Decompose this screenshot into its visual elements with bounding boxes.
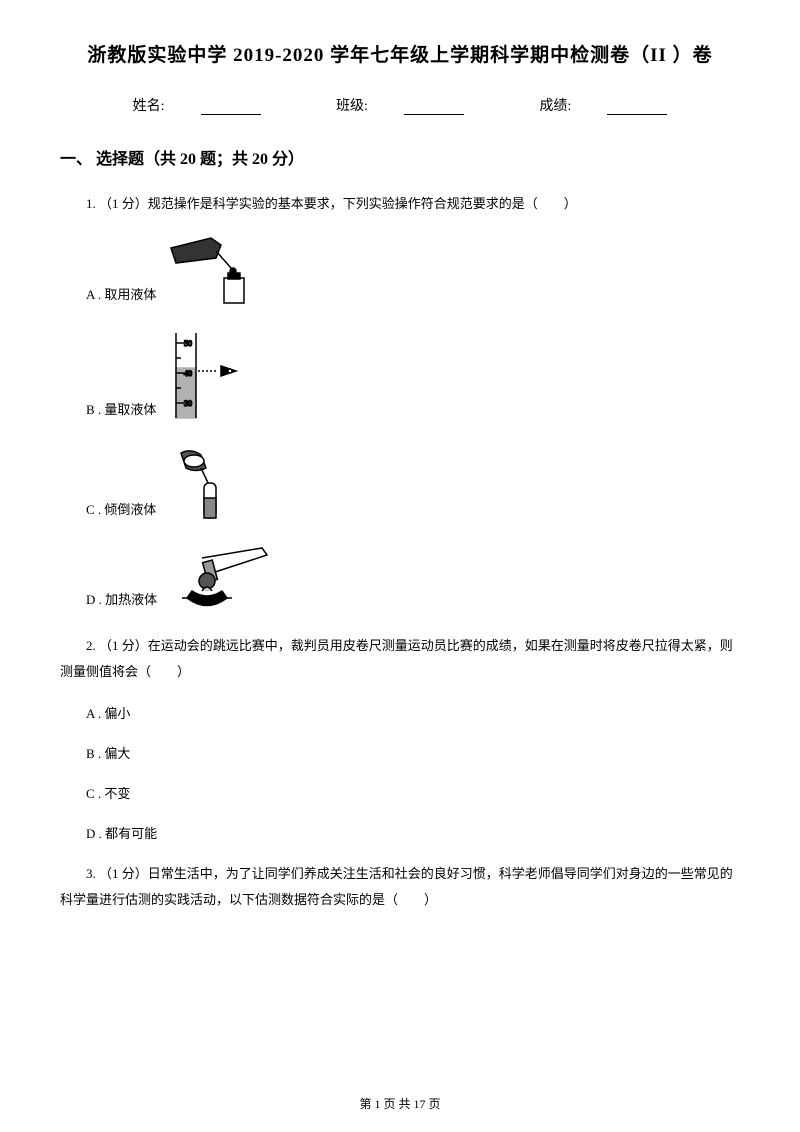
q2-option-d: D . 都有可能 (60, 821, 740, 847)
q2-option-c: C . 不变 (60, 781, 740, 807)
q1-image-b: 50 40 30 (166, 328, 246, 423)
q1-option-c: C . 倾倒液体 (60, 443, 740, 523)
question-2-text: 2. （1 分）在运动会的跳远比赛中，裁判员用皮卷尺测量运动员比赛的成绩，如果在… (60, 633, 740, 685)
q1-option-b: B . 量取液体 50 40 30 (60, 328, 740, 423)
q1-option-d: D . 加热液体 (60, 543, 740, 613)
q1-image-a (166, 233, 261, 308)
q1-option-b-label: B . 量取液体 (60, 397, 156, 423)
class-field: 班级: (318, 99, 482, 114)
q1-option-a: A . 取用液体 (60, 233, 740, 308)
q2-option-b: B . 偏大 (60, 741, 740, 767)
question-3-text: 3. （1 分）日常生活中，为了让同学们养成关注生活和社会的良好习惯，科学老师倡… (60, 861, 740, 913)
q1-option-c-label: C . 倾倒液体 (60, 497, 156, 523)
q2-option-a: A . 偏小 (60, 701, 740, 727)
student-info-line: 姓名: 班级: 成绩: (60, 95, 740, 115)
page-footer: 第 1 页 共 17 页 (0, 1095, 800, 1112)
q1-image-c (166, 443, 246, 523)
score-field: 成绩: (521, 99, 685, 114)
section-header: 一、 选择题（共 20 题；共 20 分） (60, 145, 740, 169)
svg-text:50: 50 (184, 339, 192, 348)
name-field: 姓名: (115, 99, 279, 114)
q1-image-d (167, 543, 272, 613)
q1-option-a-label: A . 取用液体 (60, 282, 156, 308)
q1-option-d-label: D . 加热液体 (60, 587, 157, 613)
svg-text:30: 30 (184, 399, 192, 408)
exam-title: 浙教版实验中学 2019-2020 学年七年级上学期科学期中检测卷（II ）卷 (60, 40, 740, 67)
question-1-text: 1. （1 分）规范操作是科学实验的基本要求，下列实验操作符合规范要求的是（ ） (60, 191, 740, 217)
